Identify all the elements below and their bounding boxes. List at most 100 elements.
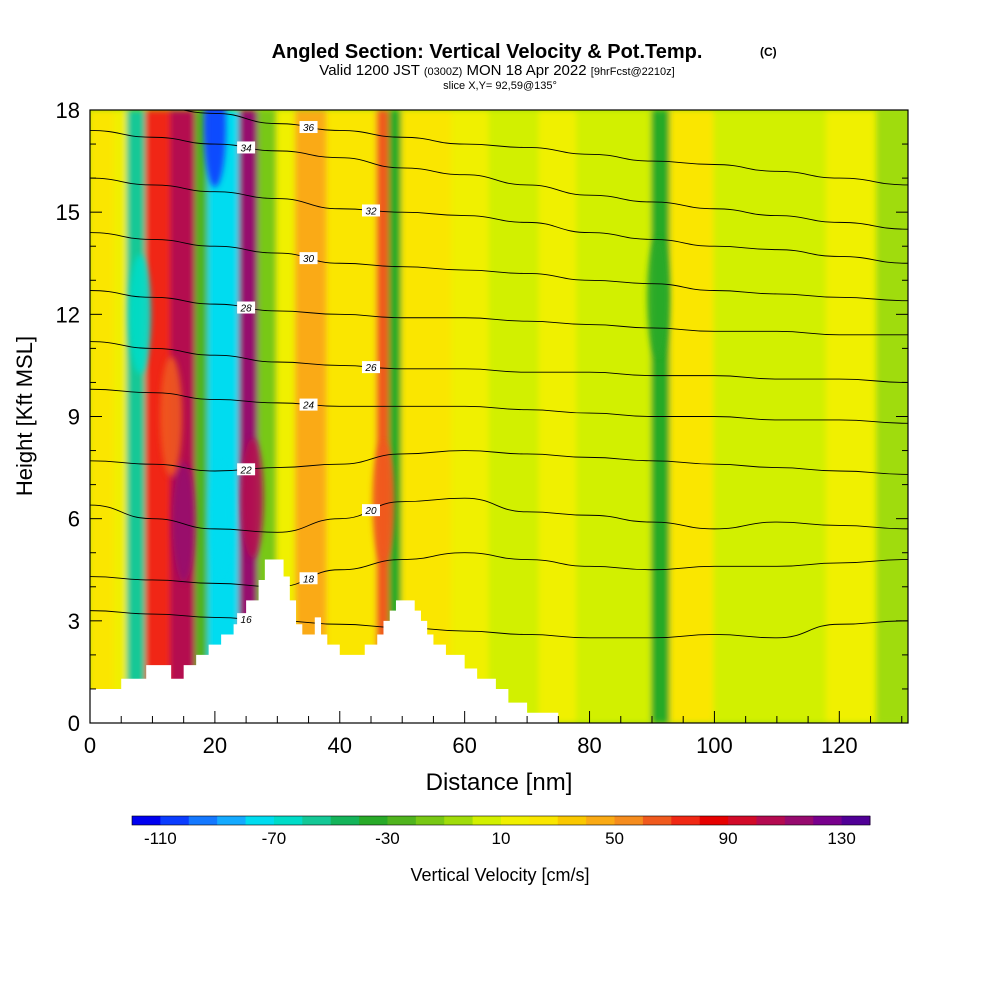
colorbar-swatch xyxy=(586,816,616,825)
colorbar-swatch xyxy=(614,816,644,825)
velocity-column xyxy=(538,110,579,723)
velocity-column xyxy=(775,110,828,723)
colorbar-swatch xyxy=(671,816,701,825)
isentrope-label-box xyxy=(299,572,318,585)
y-tick-label: 15 xyxy=(56,200,80,225)
valid-date: MON 18 Apr 2022 xyxy=(467,62,587,79)
velocity-core xyxy=(647,237,670,358)
isentrope xyxy=(90,129,908,230)
isentrope-label-box xyxy=(299,252,318,265)
isentrope-label-box xyxy=(237,301,256,314)
x-tick-label: 0 xyxy=(84,733,96,758)
isentrope-label-box xyxy=(237,463,256,476)
colorbar-swatch xyxy=(188,816,218,825)
velocity-core xyxy=(128,254,151,375)
valid-time: Valid 1200 JST xyxy=(319,62,419,79)
isentrope-label: 34 xyxy=(241,143,253,154)
y-tick-label: 6 xyxy=(68,507,80,532)
colorbar-tick-label: 90 xyxy=(719,829,738,848)
x-tick-label: 80 xyxy=(577,733,601,758)
isentrope xyxy=(90,450,908,475)
colorbar-tick-label: 50 xyxy=(605,829,624,848)
y-tick-label: 3 xyxy=(68,609,80,634)
isentrope xyxy=(90,610,908,639)
colorbar-tick-label: -110 xyxy=(144,829,177,848)
colorbar-swatch xyxy=(444,816,474,825)
velocity-column xyxy=(576,110,622,723)
chart-title-suffix: (C) xyxy=(760,45,777,59)
colorbar-tick-label: -30 xyxy=(375,829,400,848)
isentrope xyxy=(90,552,908,588)
isentrope-label: 32 xyxy=(365,206,377,217)
colorbar-swatch xyxy=(359,816,388,825)
x-tick-label: 40 xyxy=(328,733,352,758)
colorbar-swatch xyxy=(728,816,757,825)
x-tick-label: 120 xyxy=(821,733,858,758)
isentrope xyxy=(90,232,908,302)
colorbar-swatch xyxy=(756,816,786,825)
colorbar-swatch xyxy=(529,816,559,825)
colorbar-tick-label: 130 xyxy=(827,829,855,848)
colorbar-swatch xyxy=(642,816,672,825)
velocity-core xyxy=(172,462,195,583)
isentrope xyxy=(90,341,908,383)
colorbar-swatch xyxy=(217,816,247,825)
isentrope-label: 24 xyxy=(302,401,315,412)
colorbar-tick-label: -70 xyxy=(262,829,287,848)
colorbar-swatch xyxy=(813,816,843,825)
y-tick-label: 18 xyxy=(56,98,80,123)
y-tick-label: 12 xyxy=(56,302,80,327)
velocity-column xyxy=(388,110,404,723)
velocity-core xyxy=(160,356,183,477)
isentrope xyxy=(90,290,908,336)
isentrope xyxy=(90,177,908,264)
velocity-field xyxy=(90,110,908,723)
velocity-core xyxy=(241,438,264,559)
isentrope-label-box xyxy=(237,613,256,626)
colorbar-swatch xyxy=(330,816,360,825)
x-tick-label: 100 xyxy=(696,733,733,758)
isentrope-label: 20 xyxy=(364,506,377,517)
x-tick-label: 60 xyxy=(452,733,476,758)
velocity-column xyxy=(113,110,129,723)
isentrope-label: 22 xyxy=(240,465,253,476)
forecast-info: [9hrFcst@2210z] xyxy=(591,66,675,78)
terrain-mask xyxy=(90,559,559,723)
velocity-column xyxy=(207,110,241,723)
colorbar-swatch xyxy=(472,816,502,825)
colorbar-swatch xyxy=(557,816,587,825)
isentrope-label-box xyxy=(299,398,318,411)
velocity-cores xyxy=(128,110,670,583)
velocity-column xyxy=(238,110,260,723)
velocity-column xyxy=(295,110,329,723)
colorbar-swatch xyxy=(841,816,871,825)
x-tick-label: 20 xyxy=(203,733,227,758)
isentrope-label-box xyxy=(237,141,256,154)
colorbar-swatch xyxy=(273,816,303,825)
colorbar-swatch xyxy=(501,816,530,825)
isentrope-label-box xyxy=(299,121,318,134)
isentrope xyxy=(181,110,908,186)
isentrope-label-box xyxy=(361,361,380,374)
y-axis-label: Height [Kft MSL] xyxy=(12,336,37,496)
y-tick-label: 9 xyxy=(68,405,80,430)
isentrope-label-box xyxy=(361,504,380,517)
slice-info: slice X,Y= 92,59@135° xyxy=(443,80,557,92)
colorbar-swatch xyxy=(132,816,161,825)
colorbar: -110 -70 -30 10 50 90 130 xyxy=(131,815,871,848)
isentrope-labels: 16 18 20 22 24 26 28 30 32 34 36 xyxy=(237,121,380,626)
y-tick-label: 0 xyxy=(68,711,80,736)
velocity-core xyxy=(203,110,226,188)
valid-utc: (0300Z) xyxy=(424,66,463,78)
colorbar-swatch xyxy=(245,816,275,825)
colorbar-swatch xyxy=(160,816,190,825)
velocity-core xyxy=(210,458,233,579)
isentrope-lines xyxy=(90,110,908,639)
isentrope-label: 28 xyxy=(240,304,253,315)
isentrope-label: 30 xyxy=(303,254,315,265)
isentrope-label: 18 xyxy=(303,574,315,585)
colorbar-swatch xyxy=(415,816,445,825)
colorbar-tick-label: 10 xyxy=(492,829,511,848)
colorbar-frame xyxy=(131,815,871,826)
